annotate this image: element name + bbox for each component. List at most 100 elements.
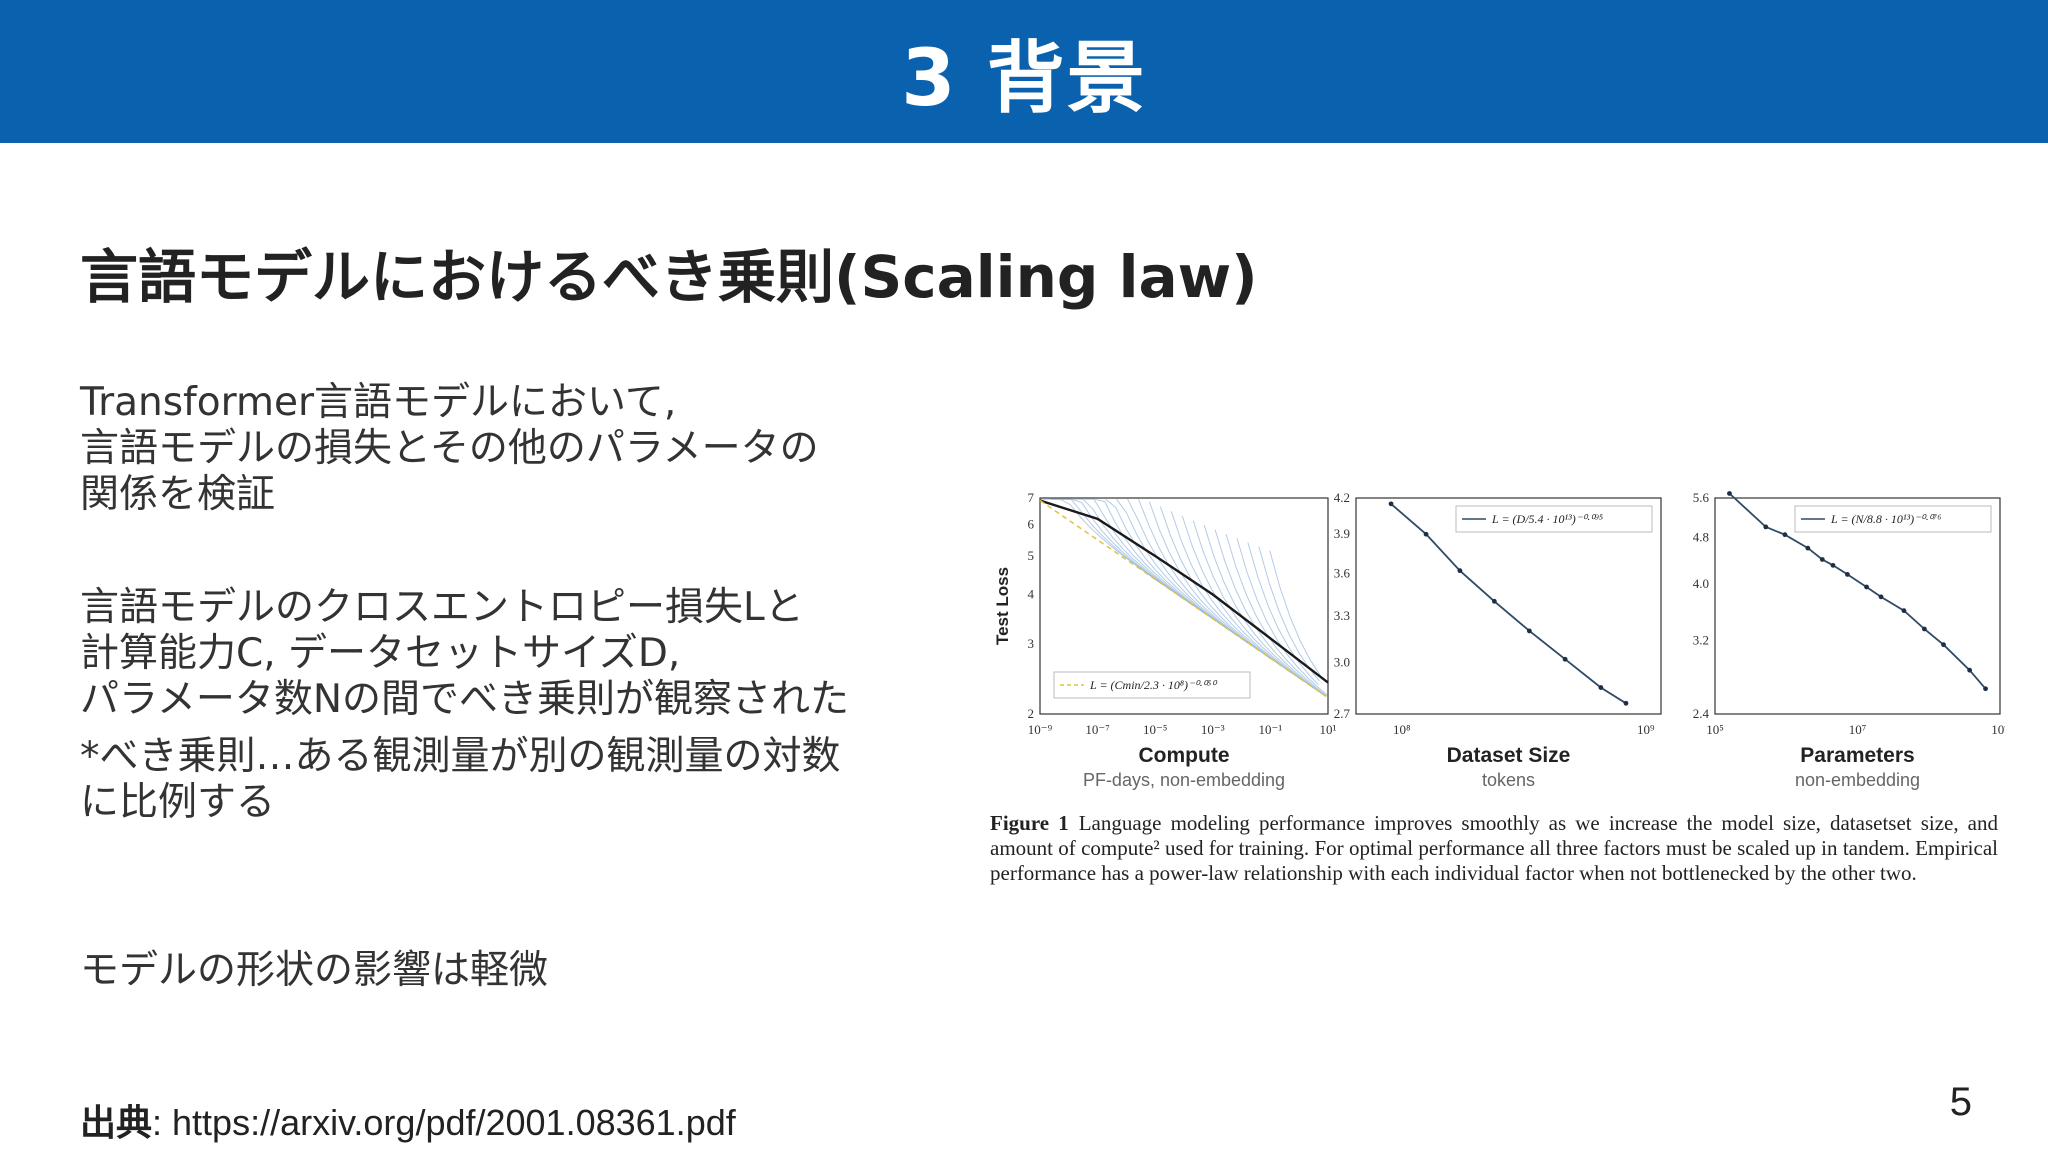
source-label: 出典 — [80, 1103, 153, 1144]
y-tick-label: 4 — [1028, 586, 1035, 601]
paragraph-line: モデルの形状の影響は軽微 — [80, 948, 549, 993]
data-point — [1845, 571, 1850, 577]
learning-curve — [1269, 550, 1321, 676]
x-tick-label: 10⁻¹ — [1259, 722, 1283, 737]
y-tick-label: 3 — [1028, 636, 1035, 651]
plot-subtitle: tokens — [1482, 770, 1535, 790]
data-point — [1921, 626, 1927, 632]
data-point — [1967, 667, 1973, 673]
legend-label: L = (D/5.4 · 10¹³)⁻⁰·⁰⁹⁵ — [1491, 512, 1603, 526]
y-tick-label: 3.0 — [1334, 654, 1350, 669]
paragraph-line: パラメータ数Nの間でべき乗則が観察された — [80, 677, 850, 722]
slide-title: 3 背景 — [901, 33, 1147, 124]
data-point — [1623, 700, 1629, 706]
y-tick-label: 3.6 — [1334, 565, 1351, 580]
data-point — [1830, 562, 1836, 568]
plot-subtitle: non-embedding — [1795, 770, 1920, 790]
data-point — [1941, 642, 1946, 648]
y-tick-label: 4.8 — [1693, 529, 1709, 544]
x-tick-label: 10⁻⁵ — [1143, 722, 1167, 737]
series-line — [1039, 499, 1329, 684]
source-url[interactable]: : https://arxiv.org/pdf/2001.08361.pdf — [152, 1102, 736, 1143]
x-tick-label: 10⁻⁹ — [1028, 722, 1053, 737]
legend-label: L = (Cmin/2.3 · 10⁸)⁻⁰·⁰⁵⁰ — [1089, 678, 1218, 692]
data-point — [1763, 524, 1769, 530]
x-tick-label: 10⁹ — [1991, 722, 2005, 737]
paragraph-line: に比例する — [80, 780, 276, 825]
paragraph-line: *べき乗則…ある観測量が別の観測量の対数 — [80, 734, 841, 779]
data-point — [1491, 598, 1497, 604]
plot-title: Compute — [1139, 744, 1230, 767]
legend-box — [1794, 505, 1992, 533]
learning-curve — [1116, 498, 1238, 637]
paragraph-1: Transformer言語モデルにおいて, 言語モデルの損失とその他のパラメータ… — [80, 380, 819, 518]
data-point — [1878, 594, 1884, 600]
x-tick-label: 10¹ — [1320, 722, 1337, 737]
fit-line — [1039, 499, 1329, 699]
x-tick-label: 10⁹ — [1637, 722, 1655, 737]
y-tick-label: 3.3 — [1334, 608, 1350, 623]
plot-frame — [1714, 497, 2001, 715]
paragraph-4: モデルの形状の影響は軽微 — [80, 948, 548, 994]
paragraph-line: 関係を検証 — [80, 472, 276, 517]
paragraph-3: *べき乗則…ある観測量が別の観測量の対数 に比例する — [80, 734, 841, 826]
figure-caption: Figure 1 Language modeling performance im… — [990, 811, 1998, 886]
data-point — [1727, 491, 1732, 496]
legend-box — [1053, 671, 1251, 699]
y-tick-label: 2.7 — [1334, 706, 1351, 721]
y-axis-label: Test Loss — [993, 567, 1012, 645]
plot-subtitle: PF-days, non-embedding — [1083, 770, 1285, 790]
data-point — [1901, 608, 1907, 614]
learning-curve — [1094, 498, 1216, 622]
data-point — [1864, 584, 1869, 590]
section-heading: 言語モデルにおけるべき乗則(Scaling law) — [80, 243, 1258, 311]
series-line — [1390, 503, 1627, 705]
x-tick-label: 10⁸ — [1393, 722, 1411, 737]
x-tick-label: 10⁻³ — [1201, 722, 1225, 737]
x-tick-label: 10⁻⁷ — [1085, 722, 1109, 737]
y-tick-label: 2.4 — [1693, 706, 1710, 721]
learning-curve — [1138, 499, 1260, 652]
y-tick-label: 6 — [1028, 517, 1035, 532]
y-tick-label: 3.2 — [1693, 633, 1709, 648]
data-point — [1562, 656, 1568, 662]
learning-curve — [1159, 506, 1282, 667]
y-tick-label: 2 — [1028, 706, 1035, 721]
y-tick-label: 7 — [1028, 490, 1035, 505]
learning-curve — [1203, 525, 1326, 697]
paragraph-line: Transformer言語モデルにおいて, — [80, 380, 677, 425]
paragraph-line: 計算能力C, データセットサイズD, — [80, 631, 681, 676]
plot-title: Parameters — [1800, 744, 1914, 767]
plot-title: Dataset Size — [1447, 744, 1571, 767]
data-point — [1805, 545, 1811, 551]
source-citation: 出典: https://arxiv.org/pdf/2001.08361.pdf — [80, 1094, 736, 1146]
y-tick-label: 4.2 — [1334, 490, 1350, 505]
data-point — [1423, 531, 1429, 537]
learning-curve — [1214, 529, 1327, 697]
plot-frame — [1355, 497, 1662, 715]
x-tick-label: 10⁵ — [1706, 722, 1724, 737]
paragraph-2: 言語モデルのクロスエントロピー損失Lと 計算能力C, データセットサイズD, パ… — [80, 585, 849, 723]
paragraph-line: 言語モデルのクロスエントロピー損失Lと — [80, 585, 804, 630]
caption-text: Language modeling performance improves s… — [990, 811, 1999, 885]
data-point — [1457, 568, 1463, 574]
series-line — [1728, 492, 1987, 690]
data-point — [1526, 628, 1532, 634]
y-tick-label: 5.6 — [1693, 490, 1710, 505]
data-point — [1819, 557, 1825, 562]
data-point — [1782, 532, 1788, 538]
scaling-law-figure: 2 3 4 5 6 7 10⁻⁹ 10⁻⁷ 10⁻⁵ 10⁻³ 10⁻¹ 10¹ L = (Cmin/2… — [993, 490, 2005, 790]
data-point — [1983, 686, 1988, 692]
page-number: 5 — [1949, 1080, 1972, 1124]
learning-curve — [1247, 542, 1319, 686]
learning-curve — [1072, 498, 1195, 607]
learning-curve — [1225, 533, 1328, 697]
y-tick-label: 3.9 — [1334, 526, 1350, 541]
data-point — [1598, 685, 1604, 690]
x-tick-label: 10⁷ — [1849, 722, 1867, 737]
y-tick-label: 4.0 — [1693, 576, 1709, 591]
slide-header: 3 背景 — [0, 0, 2048, 143]
legend-box — [1455, 505, 1653, 533]
legend-label: L = (N/8.8 · 10¹³)⁻⁰·⁰⁷⁶ — [1830, 512, 1941, 526]
data-point — [1388, 501, 1394, 507]
